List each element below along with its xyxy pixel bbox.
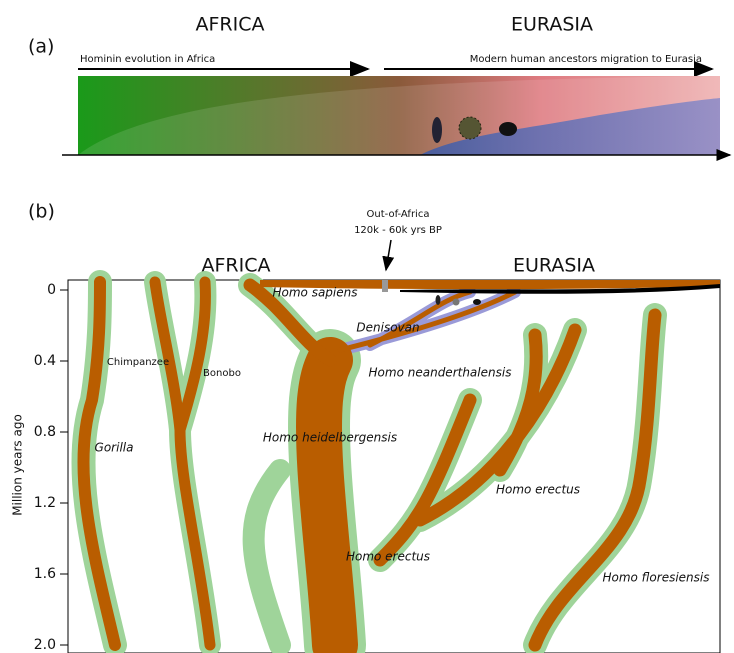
y-tick-label: 0.4 [34,353,56,369]
lineages [71,270,720,653]
species-label: Denisovan [356,321,419,335]
region-label: EURASIA [511,14,593,36]
y-tick-label: 0.8 [34,424,56,440]
lineage [296,337,358,653]
lineage [337,289,518,353]
sapiens-band [400,284,720,294]
region-label: AFRICA [202,255,271,277]
arrow [382,239,395,272]
annotation: 120k - 60k yrs BP [354,225,442,236]
axis-label: Million years ago [11,414,25,516]
species-label: Homo heidelbergensis [263,431,397,445]
out-of-africa-marker [382,280,388,292]
species-label: Homo erectus [496,483,580,497]
annotation: Out-of-Africa [367,209,430,220]
y-tick-label: 1.2 [34,495,56,511]
species-label: Chimpanzee [107,357,169,368]
eurasia-wave [420,98,720,155]
icon [435,295,441,305]
sapiens-band [260,280,720,290]
panel-label: (a) [28,36,54,58]
icon [458,116,482,140]
species-label: Bonobo [203,368,241,379]
arrow-label: Hominin evolution in Africa [80,54,215,65]
arrow-label: Modern human ancestors migration to Eura… [470,54,702,65]
icon [499,122,517,136]
species-label: Homo floresiensis [602,571,709,585]
lineage [149,276,216,651]
panel-label: (b) [28,201,55,223]
species-label: Gorilla [95,441,134,455]
y-tick-label: 0 [47,282,56,298]
species-label: Homo erectus [346,550,430,564]
y-tick-label: 1.6 [34,566,56,582]
icon [473,299,481,305]
y-tick-label: 2.0 [34,637,56,653]
region-label: EURASIA [513,255,595,277]
icon [452,298,460,306]
icon [432,117,442,143]
lineage [243,278,662,652]
region-label: AFRICA [196,14,265,36]
species-label: Homo sapiens [272,286,357,300]
lineage [77,276,121,651]
lineage [144,271,291,653]
species-label: Homo neanderthalensis [369,366,512,380]
